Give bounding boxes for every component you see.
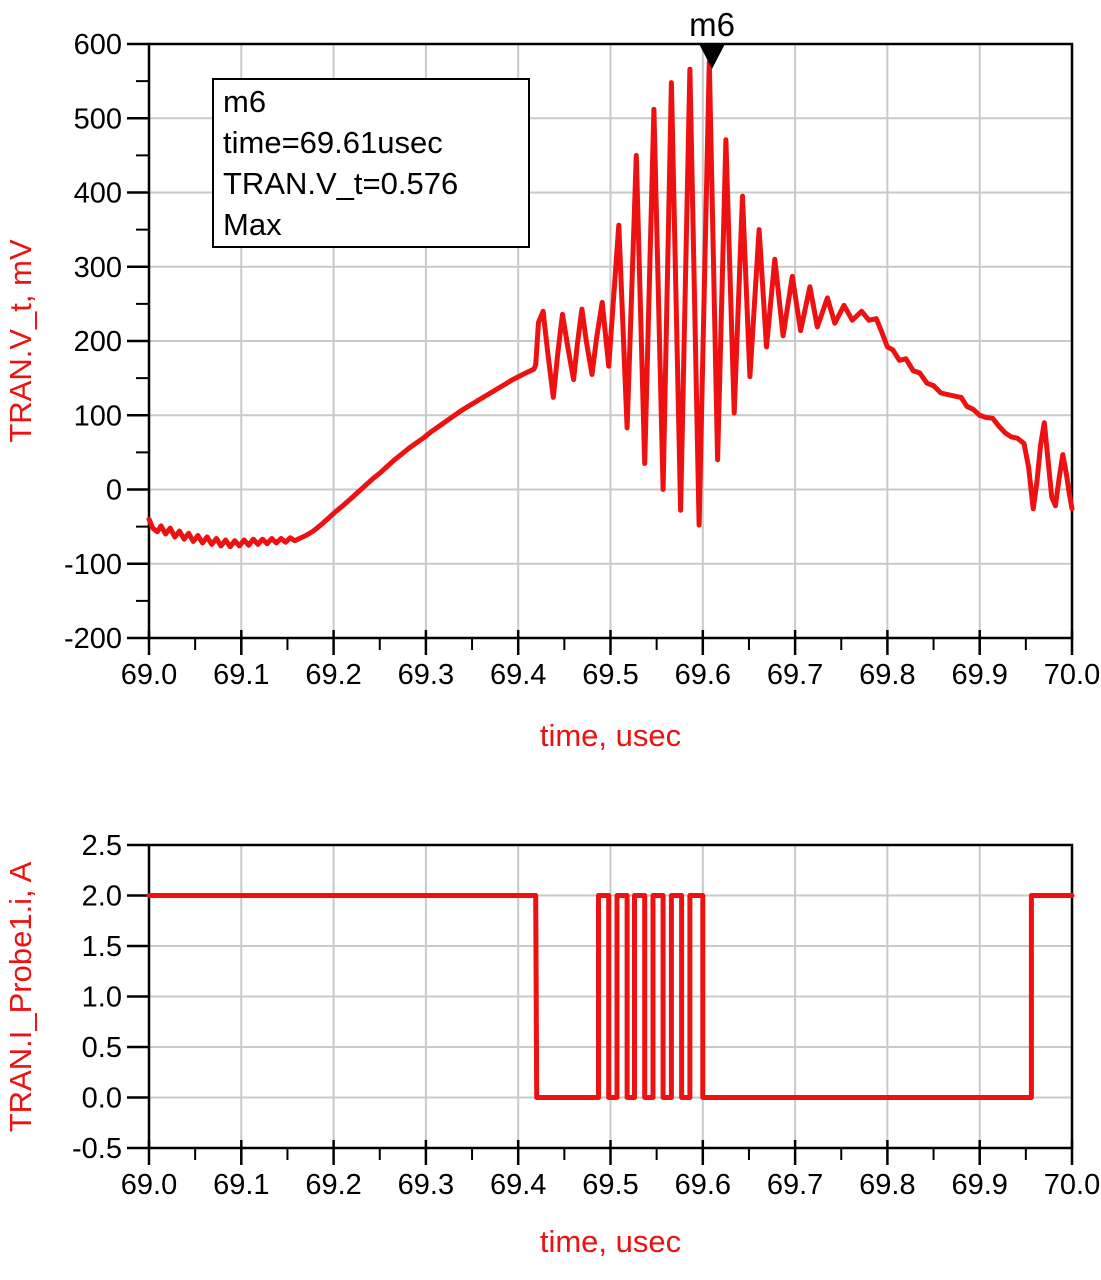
voltage-x-axis-title: time, usec xyxy=(539,718,682,753)
x-tick-label: 69.8 xyxy=(859,1169,915,1201)
x-tick-label: 69.8 xyxy=(859,659,915,691)
x-tick-label: 70.0 xyxy=(1044,1169,1100,1201)
y-tick-label: 2.5 xyxy=(82,830,122,862)
current-y-axis-title: TRAN.I_Probe1.i, A xyxy=(3,861,38,1133)
y-tick-label: -200 xyxy=(64,623,122,655)
y-tick-label: -0.5 xyxy=(72,1133,122,1165)
y-tick-label: 600 xyxy=(74,29,122,61)
x-tick-label: 69.1 xyxy=(213,1169,269,1201)
x-tick-label: 69.4 xyxy=(490,1169,546,1201)
y-tick-label: -100 xyxy=(64,549,122,581)
x-tick-label: 69.4 xyxy=(490,659,546,691)
x-tick-label: 69.3 xyxy=(398,659,454,691)
y-tick-label: 200 xyxy=(74,326,122,358)
y-tick-label: 1.5 xyxy=(82,931,122,963)
voltage-chart: 600 500 400 300 200 100 0 -100 -200 69.0 69.1 69.2 6… xyxy=(64,6,1100,691)
x-tick-label: 69.7 xyxy=(767,659,823,691)
marker-readout-box[interactable]: m6 time=69.61usec TRAN.V_t=0.576 Max xyxy=(212,78,530,248)
y-tick-label: 1.0 xyxy=(82,982,122,1014)
x-tick-label: 69.0 xyxy=(121,659,177,691)
x-tick-label: 69.5 xyxy=(582,659,638,691)
TRAN.V_t-trace xyxy=(146,59,1075,550)
y-tick-label: 0.5 xyxy=(82,1032,122,1064)
x-tick-label: 69.1 xyxy=(213,659,269,691)
x-tick-label: 69.0 xyxy=(121,1169,177,1201)
x-tick-label: 69.2 xyxy=(305,659,361,691)
marker-readout-time: time=69.61usec xyxy=(223,125,443,160)
x-tick-label: 69.5 xyxy=(582,1169,638,1201)
TRAN.I_Probe1.i-trace xyxy=(146,893,1075,1100)
y-tick-label: 300 xyxy=(74,252,122,284)
y-tick-label: 2.0 xyxy=(82,881,122,913)
marker-readout-name: m6 xyxy=(223,84,267,119)
x-tick-label: 69.2 xyxy=(305,1169,361,1201)
marker-readout-value: TRAN.V_t=0.576 xyxy=(223,166,459,201)
marker-m6-triangle[interactable] xyxy=(699,43,726,69)
current-x-axis-title: time, usec xyxy=(539,1224,682,1259)
y-tick-label: 0 xyxy=(106,475,122,507)
x-tick-label: 69.3 xyxy=(398,1169,454,1201)
marker-readout-stat: Max xyxy=(223,207,282,242)
current-chart: 2.5 2.0 1.5 1.0 0.5 0.0 -0.5 69.0 69.1 69.2 69.3 69… xyxy=(72,830,1100,1201)
y-tick-label: 400 xyxy=(74,178,122,210)
x-tick-label: 69.7 xyxy=(767,1169,823,1201)
marker-m6-label: m6 xyxy=(689,6,735,43)
y-tick-label: 100 xyxy=(74,400,122,432)
x-tick-label: 69.9 xyxy=(951,659,1007,691)
x-tick-label: 69.6 xyxy=(675,1169,731,1201)
y-tick-label: 500 xyxy=(74,103,122,135)
x-tick-label: 69.6 xyxy=(675,659,731,691)
x-tick-label: 69.9 xyxy=(951,1169,1007,1201)
y-tick-label: 0.0 xyxy=(82,1083,122,1115)
voltage-y-axis-title: TRAN.V_t, mV xyxy=(3,239,38,443)
x-tick-label: 70.0 xyxy=(1044,659,1100,691)
